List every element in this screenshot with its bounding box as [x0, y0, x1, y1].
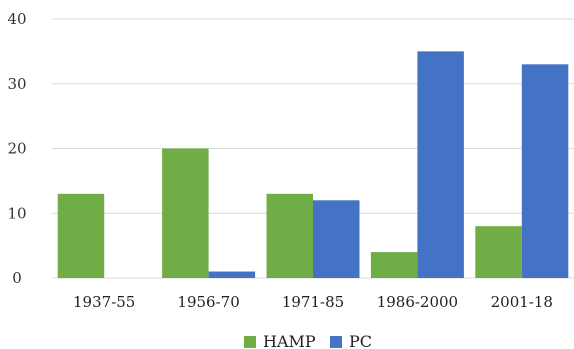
- y-tick-label: 10: [7, 204, 26, 222]
- x-category-label: 1986-2000: [377, 293, 458, 311]
- y-tick-label: 30: [7, 75, 26, 93]
- bar-hamp-1986-2000: [370, 252, 418, 278]
- bar-pc-1986-2000: [417, 51, 464, 278]
- y-tick-label: 20: [7, 140, 26, 158]
- bar-hamp-1956-70: [162, 148, 209, 278]
- bar-hamp-1971-85: [266, 193, 313, 278]
- x-category-label: 1956-70: [177, 293, 239, 311]
- x-category-label: 1971-85: [282, 293, 344, 311]
- bar-pc-1971-85: [313, 200, 360, 278]
- bar-pc-1956-70: [208, 271, 256, 278]
- y-tick-label: 40: [7, 10, 26, 28]
- x-category-label: 2001-18: [491, 293, 553, 311]
- bar-pc-2001-18: [521, 64, 569, 278]
- legend: HAMP PC: [244, 332, 372, 349]
- y-axis-tick-labels: 0 10 20 30 40: [7, 10, 26, 287]
- bars: [57, 51, 569, 278]
- legend-label-pc: PC: [349, 332, 372, 349]
- legend-label-hamp: HAMP: [263, 332, 316, 349]
- legend-swatch-hamp: [244, 336, 256, 348]
- x-category-label: 1937-55: [73, 293, 135, 311]
- bar-hamp-1937-55: [57, 193, 105, 278]
- bar-hamp-2001-18: [475, 226, 522, 278]
- y-tick-label: 0: [12, 269, 22, 287]
- legend-swatch-pc: [330, 336, 342, 348]
- x-axis-category-labels: 1937-55 1956-70 1971-85 1986-2000 2001-18: [73, 293, 553, 311]
